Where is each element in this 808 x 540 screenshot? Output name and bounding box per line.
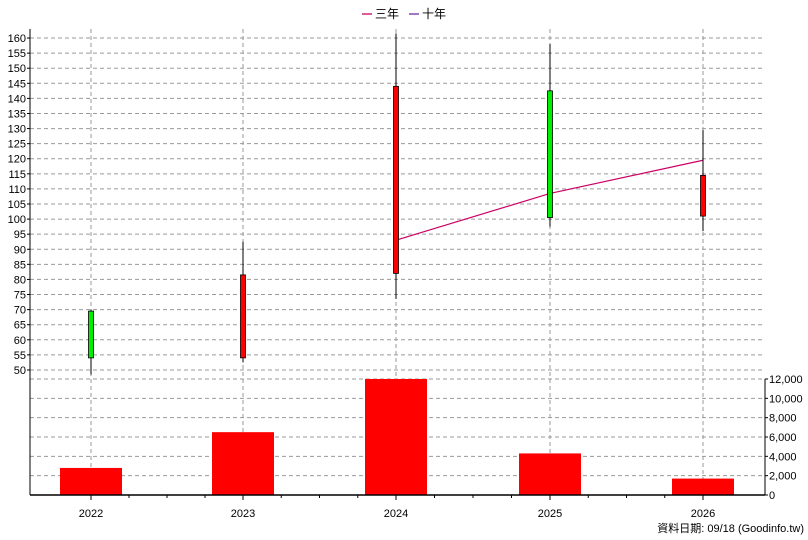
x-tick-label-2024: 2024 [384, 508, 408, 520]
legend-label: 十年 [422, 7, 446, 21]
x-tick-label-2023: 2023 [231, 508, 255, 520]
price-y-tick-label: 70 [14, 305, 26, 317]
price-y-tick-label: 95 [14, 229, 26, 241]
volume-y-tick-label: 4,000 [769, 451, 797, 463]
price-y-tick-label: 50 [14, 365, 26, 377]
volume-bar-2022 [60, 467, 122, 495]
legend-label: 三年 [375, 7, 399, 21]
price-y-tick-label: 115 [8, 169, 26, 181]
price-y-tick-label: 100 [8, 214, 26, 226]
x-tick-label-2022: 2022 [79, 508, 103, 520]
volume-y-axis-labels: 0 2,000 4,000 6,000 8,000 10,000 12,000 [765, 374, 803, 502]
candle-body [547, 90, 553, 218]
price-y-tick-label: 90 [14, 244, 26, 256]
price-y-tick-label: 55 [14, 350, 26, 362]
x-tick-label-2026: 2026 [691, 508, 715, 520]
price-y-tick-label: 130 [8, 124, 26, 136]
price-y-tick-label: 75 [14, 290, 26, 302]
volume-y-tick-label: 10,000 [769, 393, 803, 405]
price-y-tick-label: 150 [8, 63, 26, 75]
candle-2022 [88, 309, 94, 375]
price-y-tick-label: 155 [8, 48, 26, 60]
volume-bar-2026 [672, 478, 734, 495]
legend-item-0: 三年 [362, 7, 399, 21]
x-axis-labels: 2022 2023 2024 2025 2026 [79, 508, 715, 520]
price-y-tick-label: 60 [14, 335, 26, 347]
legend-item-1: 十年 [409, 7, 446, 21]
price-y-tick-label: 145 [8, 78, 26, 90]
candle-body [240, 274, 246, 359]
candle-2024 [393, 33, 399, 300]
price-y-axis-labels: 50 55 60 65 70 75 80 85 90 95 100 105 110 115 120 125 13… [8, 33, 30, 377]
volume-bar-2025 [519, 453, 581, 495]
volume-y-tick-label: 8,000 [769, 413, 797, 425]
volume-bars [60, 379, 734, 495]
price-y-tick-label: 140 [8, 93, 26, 105]
price-y-tick-label: 160 [8, 33, 26, 45]
price-y-tick-label: 80 [14, 274, 26, 286]
candle-2025 [547, 44, 553, 227]
candle-body [393, 85, 399, 274]
volume-y-tick-label: 0 [769, 490, 775, 502]
x-tick-label-2025: 2025 [538, 508, 562, 520]
price-y-tick-label: 65 [14, 320, 26, 332]
volume-y-tick-label: 6,000 [769, 432, 797, 444]
price-y-tick-label: 120 [8, 154, 26, 166]
price-y-tick-label: 105 [8, 199, 26, 211]
volume-y-tick-label: 2,000 [769, 471, 797, 483]
price-y-tick-label: 135 [8, 108, 26, 120]
candle-2023 [240, 241, 246, 363]
volume-bar-2024 [365, 379, 427, 495]
candles [88, 33, 706, 375]
price-y-tick-label: 125 [8, 139, 26, 151]
legend: 三年 十年 [362, 7, 446, 21]
volume-y-tick-label: 12,000 [769, 374, 803, 386]
price-y-tick-label: 85 [14, 259, 26, 271]
price-y-tick-label: 110 [8, 184, 26, 196]
candle-body [88, 310, 94, 359]
volume-bar-2023 [212, 432, 274, 495]
candle-body [700, 174, 706, 217]
source-footer: 資料日期: 09/18 (Goodinfo.tw) [657, 521, 804, 535]
candle-2026 [700, 130, 706, 232]
